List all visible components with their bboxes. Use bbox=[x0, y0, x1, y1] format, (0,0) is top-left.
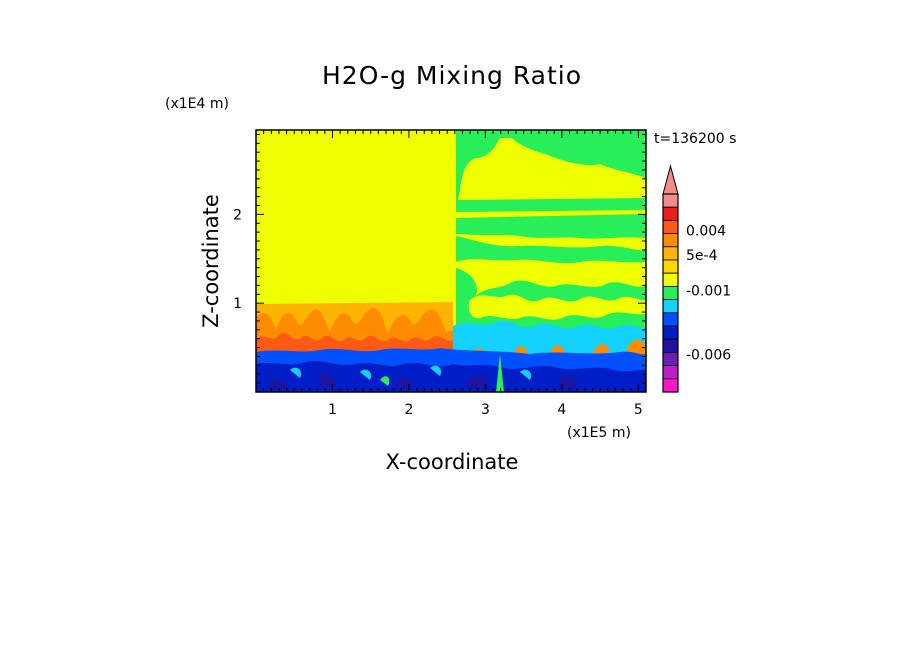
time-label: t=136200 s bbox=[654, 131, 736, 147]
purple-patches bbox=[270, 374, 577, 390]
yellow-wisps bbox=[468, 294, 646, 320]
colorbar-frame bbox=[662, 193, 679, 393]
colorbar-level bbox=[662, 378, 679, 393]
colorbar-level bbox=[662, 206, 679, 221]
green-band-3 bbox=[456, 236, 646, 264]
x-tick-label: 2 bbox=[404, 402, 413, 418]
colorbar-level bbox=[662, 193, 679, 208]
colorbar-level bbox=[662, 246, 679, 261]
x-tick-label: 1 bbox=[328, 402, 337, 418]
green-region-top bbox=[456, 130, 646, 210]
colorbar-label: 5e-4 bbox=[686, 248, 718, 264]
colorbar-label: -0.001 bbox=[686, 283, 731, 299]
colorbar-level bbox=[662, 259, 679, 274]
green-band-1 bbox=[456, 198, 646, 212]
axis-ticks: 1 2 3 4 5 1 2 bbox=[233, 130, 647, 418]
colorbar-level bbox=[662, 365, 679, 380]
colorbar-level bbox=[662, 351, 679, 366]
z-tick-label: 2 bbox=[233, 207, 242, 223]
colorbar-level bbox=[662, 233, 679, 248]
colorbar-level bbox=[662, 312, 679, 327]
x-tick-label: 5 bbox=[634, 402, 643, 418]
colorbar-level bbox=[662, 338, 679, 353]
colorbar: 0.004 5e-4 -0.001 -0.006 bbox=[662, 164, 731, 393]
y-axis-title: Z-coordinate bbox=[199, 194, 223, 328]
x-multiplier-label: (x1E5 m) bbox=[567, 425, 631, 441]
colorbar-extend-arrow bbox=[662, 164, 679, 195]
chart-title: H2O-g Mixing Ratio bbox=[322, 61, 582, 90]
z-multiplier-label: (x1E4 m) bbox=[165, 96, 229, 112]
colorbar-label: -0.006 bbox=[686, 347, 731, 363]
z-tick-label: 1 bbox=[233, 296, 242, 312]
colorbar-level bbox=[662, 219, 679, 234]
deep-blue-surface bbox=[256, 361, 646, 392]
plot-frame bbox=[255, 129, 647, 393]
x-tick-label: 3 bbox=[481, 402, 490, 418]
x-axis-title: X-coordinate bbox=[386, 450, 519, 474]
green-band-2 bbox=[456, 214, 646, 239]
colorbar-label: 0.004 bbox=[686, 224, 726, 240]
colorbar-level bbox=[662, 325, 679, 340]
x-tick-label: 4 bbox=[557, 402, 566, 418]
colorbar-level bbox=[662, 285, 679, 300]
heatmap-field bbox=[256, 130, 646, 392]
colorbar-level bbox=[662, 299, 679, 314]
colorbar-level bbox=[662, 272, 679, 287]
